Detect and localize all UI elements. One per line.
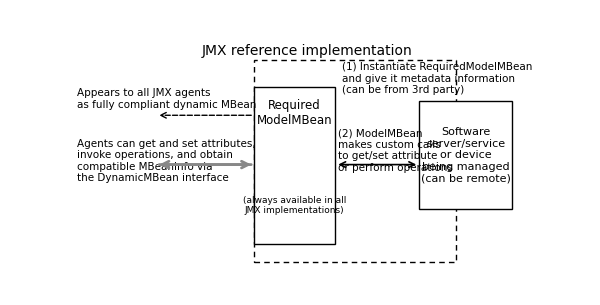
Bar <box>254 60 457 262</box>
Text: (always available in all
JMX implementations): (always available in all JMX implementat… <box>243 196 346 215</box>
Text: JMX reference implementation: JMX reference implementation <box>202 44 413 58</box>
Text: Appears to all JMX agents
as fully compliant dynamic MBean: Appears to all JMX agents as fully compl… <box>77 88 257 109</box>
Text: Required
ModelMBean: Required ModelMBean <box>257 99 332 127</box>
Text: Agents can get and set attributes,
invoke operations, and obtain
compatible MBea: Agents can get and set attributes, invok… <box>77 139 256 184</box>
Text: (2) ModelMBean
makes custom calls
to get/set attribute
or perform operations: (2) ModelMBean makes custom calls to get… <box>338 128 452 173</box>
Text: Software
server/service
or device
being managed
(can be remote): Software server/service or device being … <box>421 127 511 183</box>
Bar <box>419 101 512 209</box>
Bar <box>254 87 335 244</box>
Text: (1) Instantiate RequiredModelMBean
and give it metadata information
(can be from: (1) Instantiate RequiredModelMBean and g… <box>343 62 533 95</box>
